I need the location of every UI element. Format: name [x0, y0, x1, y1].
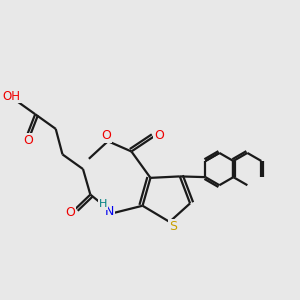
Text: O: O: [65, 206, 75, 219]
Text: OH: OH: [3, 89, 21, 103]
Text: O: O: [101, 129, 111, 142]
Text: N: N: [105, 205, 114, 218]
Text: O: O: [154, 129, 164, 142]
Text: S: S: [169, 220, 177, 233]
Text: H: H: [99, 199, 107, 209]
Text: O: O: [23, 134, 33, 147]
